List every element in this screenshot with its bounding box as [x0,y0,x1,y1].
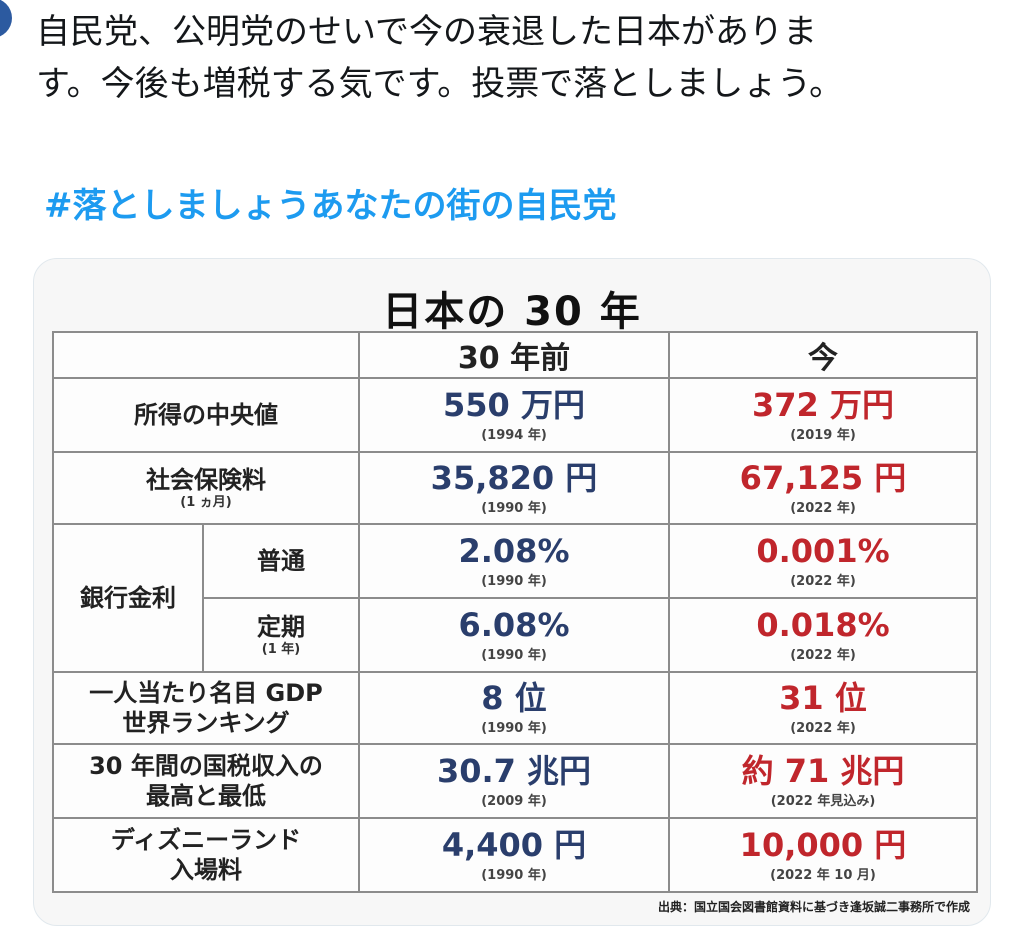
table-row: 社会保険料 (1 ヵ月) 35,820 円 (1990 年) 67,125 円 … [52,451,978,525]
row-label: 普通 [257,547,305,575]
row-label: 定期 [257,613,305,641]
old-year: (1994 年) [481,428,547,443]
now-value: 0.001% [756,532,890,570]
tweet-line-2: す。今後も増税する気です。投票で落としましょう。 [36,64,844,104]
attached-image[interactable]: 日本の 30 年 30 年前 今 所得の中央値 550 万円 (1994 年) … [33,258,991,926]
old-value: 6.08% [458,606,570,644]
old-value: 550 万円 [443,386,585,424]
header-blank [52,331,360,379]
row-sublabel: (1 年) [261,642,301,657]
header-30-years-ago: 30 年前 [358,331,670,379]
old-year: (1990 年) [481,648,547,663]
now-year: (2022 年見込み) [770,794,876,809]
table-header-row: 30 年前 今 [52,331,978,379]
old-value: 4,400 円 [441,826,587,864]
now-year: (2022 年) [790,648,856,663]
old-year: (1990 年) [481,574,547,589]
old-year: (2009 年) [481,794,547,809]
row-label: 所得の中央値 [134,401,278,429]
old-year: (1990 年) [481,721,547,736]
now-value: 67,125 円 [739,459,907,497]
image-source-note: 出典：国立国会図書館資料に基づき逢坂誠二事務所で作成 [657,900,970,914]
tweet-line-1: 自民党、公明党のせいで今の衰退した日本がありま [36,12,817,52]
row-label: 30 年間の国税収入の [89,752,323,780]
table-row: 銀行金利 普通 2.08% (1990 年) 0.001% (2022 年) [52,523,978,673]
group-label-bank-rate: 銀行金利 [80,584,176,612]
row-label-line2: 最高と最低 [146,782,266,810]
table-row: 30 年間の国税収入の 最高と最低 30.7 兆円 (2009 年) 約 71 … [52,743,978,819]
old-value: 30.7 兆円 [436,752,592,790]
now-year: (2022 年) [790,721,856,736]
now-value: 10,000 円 [739,826,907,864]
table-row: 定期 (1 年) 6.08% (1990 年) 0.018% (2022 年) [53,597,978,673]
comparison-table: 30 年前 今 所得の中央値 550 万円 (1994 年) 372 万円 (2… [52,331,978,893]
row-label-line2: 入場料 [170,856,242,884]
table-row: 一人当たり名目 GDP 世界ランキング 8 位 (1990 年) 31 位 (2… [52,671,978,745]
hashtag-link[interactable]: #落としましょうあなたの街の自民党 [44,186,617,226]
now-year: (2022 年) [790,574,856,589]
now-value: 約 71 兆円 [741,752,905,790]
now-year: (2022 年 10 月) [770,868,876,883]
table-row: 所得の中央値 550 万円 (1994 年) 372 万円 (2019 年) [52,377,978,453]
row-label: ディズニーランド [110,826,302,854]
table-row: ディズニーランド 入場料 4,400 円 (1990 年) 10,000 円 (… [52,817,978,893]
now-year: (2019 年) [790,428,856,443]
old-year: (1990 年) [481,868,547,883]
now-year: (2022 年) [790,501,856,516]
image-title: 日本の 30 年 [382,289,642,335]
now-value: 372 万円 [752,386,894,424]
row-label-line2: 世界ランキング [122,709,290,737]
now-value: 0.018% [756,606,890,644]
row-label: 社会保険料 [146,466,266,494]
header-now: 今 [668,331,978,379]
row-label: 一人当たり名目 GDP [89,679,323,707]
avatar[interactable] [0,0,12,38]
tweet-text: 自民党、公明党のせいで今の衰退した日本がありま す。今後も増税する気です。投票で… [36,6,996,110]
old-value: 35,820 円 [430,459,598,497]
row-sublabel: (1 ヵ月) [180,495,232,510]
now-value: 31 位 [779,679,867,717]
old-value: 2.08% [458,532,570,570]
old-year: (1990 年) [481,501,547,516]
old-value: 8 位 [481,679,547,717]
